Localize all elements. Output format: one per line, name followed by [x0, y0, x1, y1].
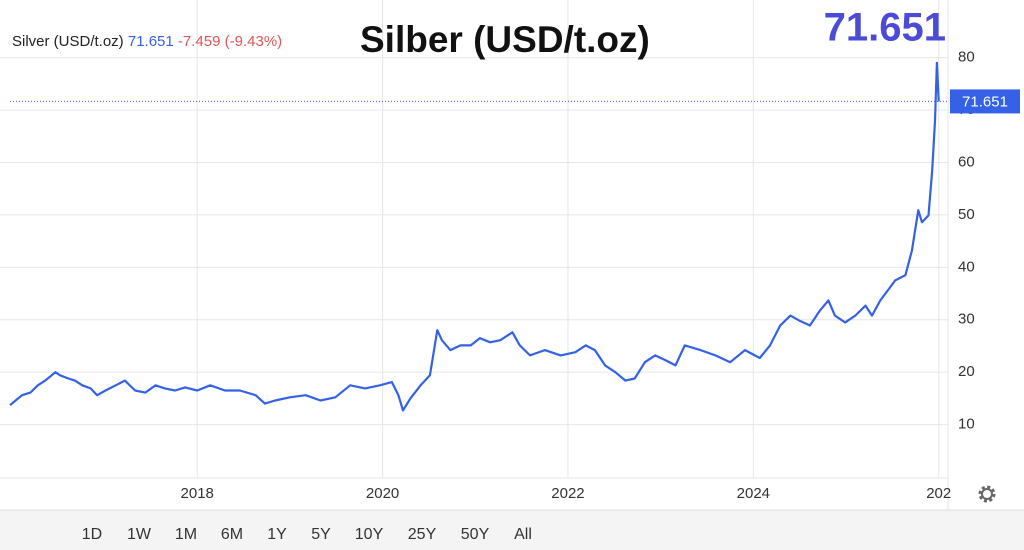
last-value-label: 71.651 — [962, 93, 1008, 110]
y-tick-label: 40 — [958, 258, 975, 275]
change-percent: (-9.43%) — [225, 33, 283, 50]
x-tick-label: 2024 — [737, 485, 770, 502]
range-button[interactable]: 1Y — [267, 526, 287, 543]
change: -7.459 — [178, 33, 221, 50]
range-bar — [0, 510, 1024, 550]
plot — [9, 61, 948, 412]
y-tick-label: 30 — [958, 311, 975, 328]
y-tick-label: 60 — [958, 153, 975, 170]
gear-teeth — [978, 485, 996, 503]
x-tick-label: 2018 — [181, 485, 214, 502]
x-tick-label: 2022 — [551, 485, 584, 502]
range-button[interactable]: 5Y — [311, 526, 331, 543]
settings-icon[interactable] — [978, 485, 996, 503]
y-tick-label: 80 — [958, 49, 975, 66]
x-tick-label: 202 — [926, 485, 951, 502]
range-button[interactable]: 50Y — [461, 526, 490, 543]
range-button[interactable]: 10Y — [355, 526, 384, 543]
range-button[interactable]: 6M — [221, 526, 243, 543]
range-button[interactable]: All — [514, 526, 532, 543]
range-button[interactable]: 1M — [175, 526, 197, 543]
price: 71.651 — [128, 33, 174, 50]
y-tick-label: 50 — [958, 206, 975, 223]
y-tick-label: 10 — [958, 416, 975, 433]
range-button[interactable]: 1D — [82, 526, 102, 543]
grid — [0, 0, 948, 477]
y-tick-label: 20 — [958, 363, 975, 380]
big-price: 71.651 — [824, 6, 946, 50]
price-line — [9, 61, 940, 412]
x-tick-label: 2020 — [366, 485, 399, 502]
gear-ring — [981, 488, 993, 500]
range-button[interactable]: 1W — [127, 526, 152, 543]
chart-title: Silber (USD/t.oz) — [360, 19, 650, 60]
range-button[interactable]: 25Y — [408, 526, 437, 543]
last-value-box — [950, 89, 1020, 114]
symbol: Silver (USD/t.oz) 71.651 -7.459 (-9.43%) — [12, 33, 282, 50]
symbol-name: Silver (USD/t.oz) — [12, 33, 124, 50]
